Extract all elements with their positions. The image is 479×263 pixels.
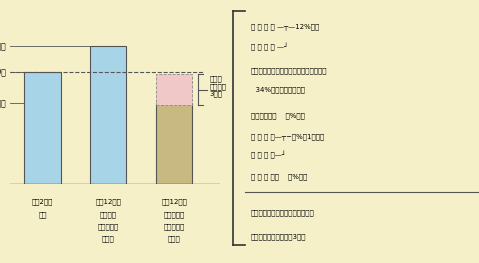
Text: 交 通 流 対策    数%程度: 交 通 流 対策 数%程度	[251, 173, 307, 180]
Text: （これら規制がない場合との比較では、: （これら規制がない場合との比較では、	[251, 68, 327, 74]
Text: 単 体 規 制 —┬—12%程度: 単 体 規 制 —┬—12%程度	[251, 23, 319, 30]
Text: 各種対策効: 各種対策効	[164, 211, 185, 218]
Bar	[24, 72, 61, 184]
Text: 努力分を併せ、）合計3割強: 努力分を併せ、）合計3割強	[251, 233, 306, 240]
Bar	[156, 103, 193, 184]
Bar	[90, 46, 126, 184]
Text: 34%程度の削減効果）: 34%程度の削減効果）	[251, 86, 305, 93]
Text: だ水準: だ水準	[168, 236, 181, 242]
Text: 平成12年度: 平成12年度	[161, 199, 187, 205]
Text: 現状比: 現状比	[209, 75, 222, 82]
Bar	[156, 74, 193, 105]
Text: （その他、単体対策の早期実施の: （その他、単体対策の早期実施の	[251, 210, 314, 216]
Text: （走行量増: （走行量増	[98, 224, 119, 230]
Text: 水準: 水準	[38, 211, 47, 218]
Text: 削減効果: 削減効果	[209, 83, 227, 90]
Text: 平成12年度: 平成12年度	[95, 199, 121, 205]
Text: 物 流 対 策—┬−数%～1割程度: 物 流 対 策—┬−数%～1割程度	[251, 133, 324, 140]
Text: 低公害車普及    数%程度: 低公害車普及 数%程度	[251, 112, 304, 119]
Text: 加分）: 加分）	[102, 236, 115, 242]
Text: 車 種 規 制 —┘: 車 種 規 制 —┘	[251, 43, 288, 52]
Text: 平扐2年度: 平扐2年度	[32, 199, 53, 205]
Text: —7割弼: —7割弼	[0, 99, 6, 108]
Text: 対策なし: 対策なし	[100, 211, 117, 218]
Text: 人 流 対 策—┘: 人 流 対 策—┘	[251, 151, 285, 159]
Text: 果を見込ん: 果を見込ん	[164, 224, 185, 230]
Text: 12割強: 12割強	[0, 41, 6, 50]
Text: 3割強: 3割強	[209, 91, 222, 97]
Text: —10割: —10割	[0, 67, 6, 76]
